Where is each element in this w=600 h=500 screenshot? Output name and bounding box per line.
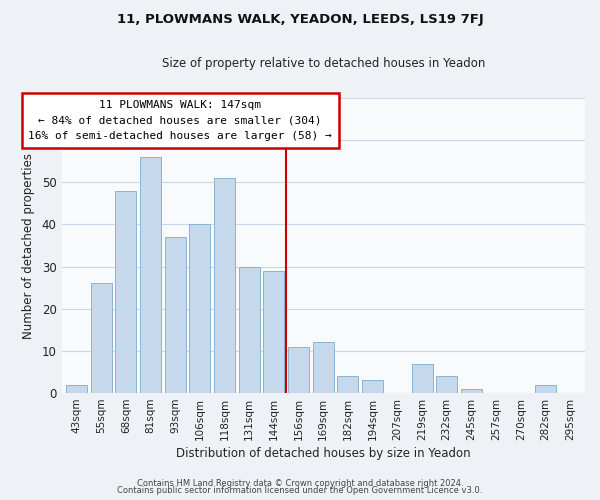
Text: 11 PLOWMANS WALK: 147sqm
← 84% of detached houses are smaller (304)
16% of semi-: 11 PLOWMANS WALK: 147sqm ← 84% of detach…: [28, 100, 332, 141]
Bar: [461, 389, 482, 393]
Bar: [91, 284, 112, 393]
Text: 11, PLOWMANS WALK, YEADON, LEEDS, LS19 7FJ: 11, PLOWMANS WALK, YEADON, LEEDS, LS19 7…: [116, 12, 484, 26]
Bar: [190, 224, 211, 393]
Title: Size of property relative to detached houses in Yeadon: Size of property relative to detached ho…: [161, 58, 485, 70]
Bar: [164, 237, 185, 393]
Bar: [288, 346, 309, 393]
Y-axis label: Number of detached properties: Number of detached properties: [22, 152, 35, 338]
Bar: [313, 342, 334, 393]
Bar: [66, 384, 87, 393]
Bar: [436, 376, 457, 393]
Bar: [140, 157, 161, 393]
Bar: [214, 178, 235, 393]
Bar: [115, 191, 136, 393]
Text: Contains HM Land Registry data © Crown copyright and database right 2024.: Contains HM Land Registry data © Crown c…: [137, 478, 463, 488]
X-axis label: Distribution of detached houses by size in Yeadon: Distribution of detached houses by size …: [176, 447, 470, 460]
Bar: [263, 271, 284, 393]
Bar: [535, 384, 556, 393]
Bar: [337, 376, 358, 393]
Bar: [412, 364, 433, 393]
Bar: [362, 380, 383, 393]
Text: Contains public sector information licensed under the Open Government Licence v3: Contains public sector information licen…: [118, 486, 482, 495]
Bar: [239, 266, 260, 393]
